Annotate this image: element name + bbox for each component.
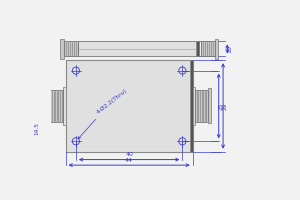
Bar <box>77 41 199 56</box>
Bar <box>66 60 193 152</box>
Text: 29: 29 <box>223 102 228 110</box>
Bar <box>208 88 211 123</box>
Bar <box>60 39 64 59</box>
Text: 14.5: 14.5 <box>34 122 39 135</box>
Bar <box>63 87 66 125</box>
Bar <box>215 39 218 59</box>
Bar <box>196 41 199 56</box>
Bar <box>193 87 195 125</box>
Text: 44: 44 <box>125 158 133 163</box>
Bar <box>201 41 215 56</box>
Text: 25: 25 <box>219 102 224 110</box>
Bar <box>195 90 208 122</box>
Text: 4-Ø2.2(Thru): 4-Ø2.2(Thru) <box>78 87 129 139</box>
Text: 10: 10 <box>227 45 232 53</box>
Bar <box>50 90 63 122</box>
Bar <box>47 88 50 123</box>
Bar <box>64 41 77 56</box>
Text: 40: 40 <box>125 152 133 157</box>
Bar <box>190 60 193 152</box>
